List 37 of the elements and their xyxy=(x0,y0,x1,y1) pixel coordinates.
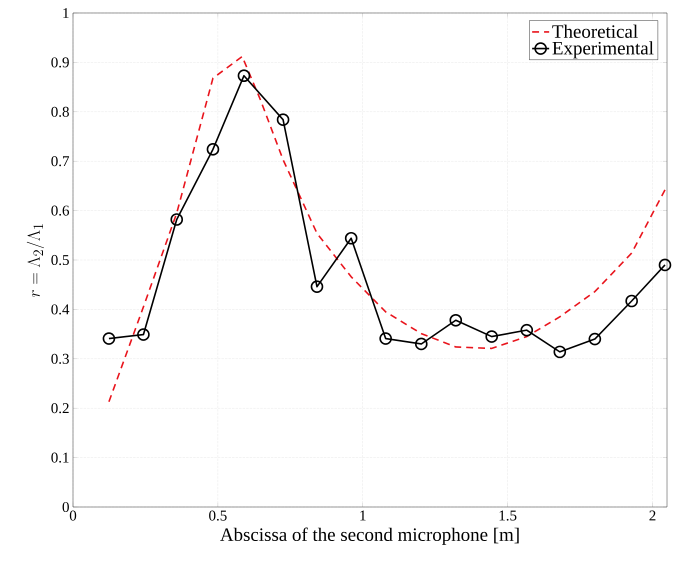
y-tick-label: 0.2 xyxy=(51,403,69,414)
y-axis-title: $r = \Lambda_2/\Lambda_1$ xyxy=(26,224,44,298)
x-tick-label: 0 xyxy=(70,510,76,521)
x-tick-label: 0.5 xyxy=(209,510,227,521)
point xyxy=(625,294,638,308)
y-tick-label: 0.7 xyxy=(51,156,70,166)
point xyxy=(102,332,116,345)
legend-label: Experimental xyxy=(552,41,654,58)
x-tick-label: 1.5 xyxy=(500,510,516,521)
point xyxy=(137,328,150,341)
x-tick-label: 2 xyxy=(649,510,656,520)
point xyxy=(658,258,672,272)
y-tick-label: 0.8 xyxy=(51,106,69,117)
y-tick-label: 0 xyxy=(62,502,69,512)
point xyxy=(485,330,498,343)
y-tick-label: 0.1 xyxy=(51,452,69,463)
point xyxy=(310,280,324,293)
point xyxy=(379,332,392,345)
x-axis-title: Abscissa of the second microphone [m] xyxy=(220,528,519,545)
legend-label: Theoretical xyxy=(552,24,638,38)
point xyxy=(276,113,290,126)
point xyxy=(344,232,358,245)
point xyxy=(206,143,220,156)
y-tick-label: 0.6 xyxy=(51,206,70,216)
point xyxy=(520,324,534,336)
y-tick-label: 0.9 xyxy=(51,57,69,68)
point xyxy=(553,346,566,358)
point xyxy=(414,338,428,350)
y-tick-label: 1 xyxy=(63,8,69,18)
point xyxy=(588,332,602,346)
y-tick-label: 0.5 xyxy=(51,254,69,266)
y-tick-label: 0.4 xyxy=(51,304,70,314)
x-tick-label: 1 xyxy=(360,510,366,520)
y-tick-label: 0.3 xyxy=(51,354,69,364)
point xyxy=(238,69,250,82)
point xyxy=(170,213,184,226)
point xyxy=(449,314,462,327)
